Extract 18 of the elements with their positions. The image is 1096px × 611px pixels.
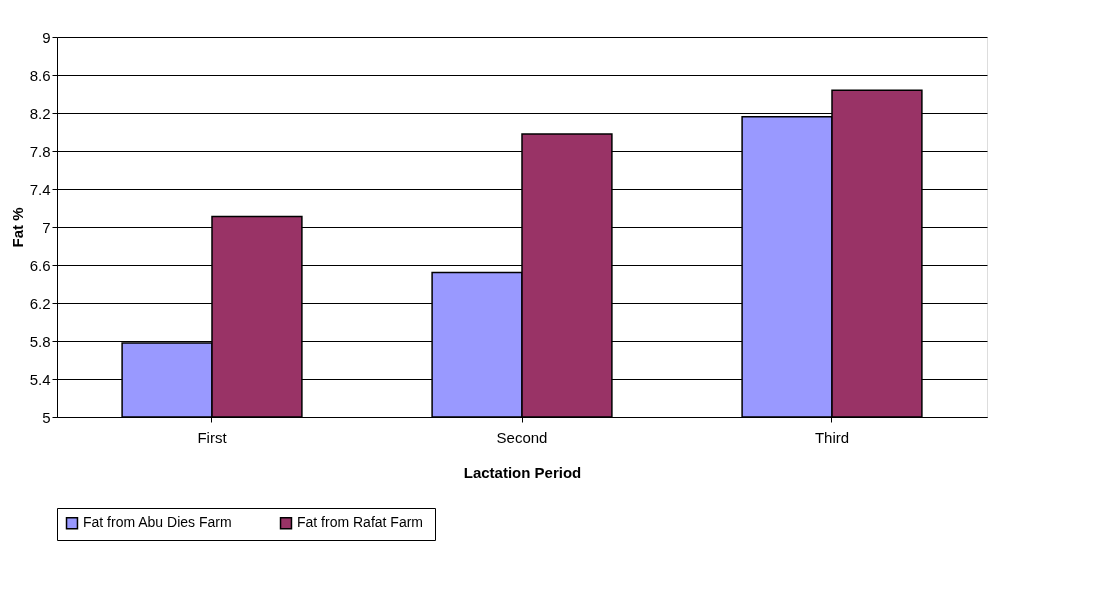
y-axis-title: Fat %	[8, 207, 26, 248]
y-tick-label: 5.4	[29, 370, 51, 388]
y-tick-label: 6.2	[29, 294, 51, 312]
legend-label: Fat from Abu Dies Farm	[83, 514, 232, 531]
y-tick-label: 8.2	[29, 104, 51, 122]
y-tick-label: 7.4	[29, 180, 51, 198]
y-tick-label: 7.8	[29, 142, 51, 160]
y-tick-label: 9	[42, 28, 51, 46]
y-tick-label: 5	[42, 408, 51, 426]
y-tick-label: 6.6	[29, 256, 51, 274]
x-axis-title: Lactation Period	[463, 463, 582, 481]
x-tick-label: First	[197, 428, 228, 446]
legend-label: Fat from Rafat Farm	[297, 514, 424, 531]
x-tick-label: Third	[814, 428, 850, 446]
y-tick-label: 5.8	[29, 332, 51, 350]
y-tick-label: 7	[42, 218, 51, 236]
y-tick-label: 8.6	[29, 66, 51, 84]
x-tick-label: Second	[496, 428, 548, 446]
